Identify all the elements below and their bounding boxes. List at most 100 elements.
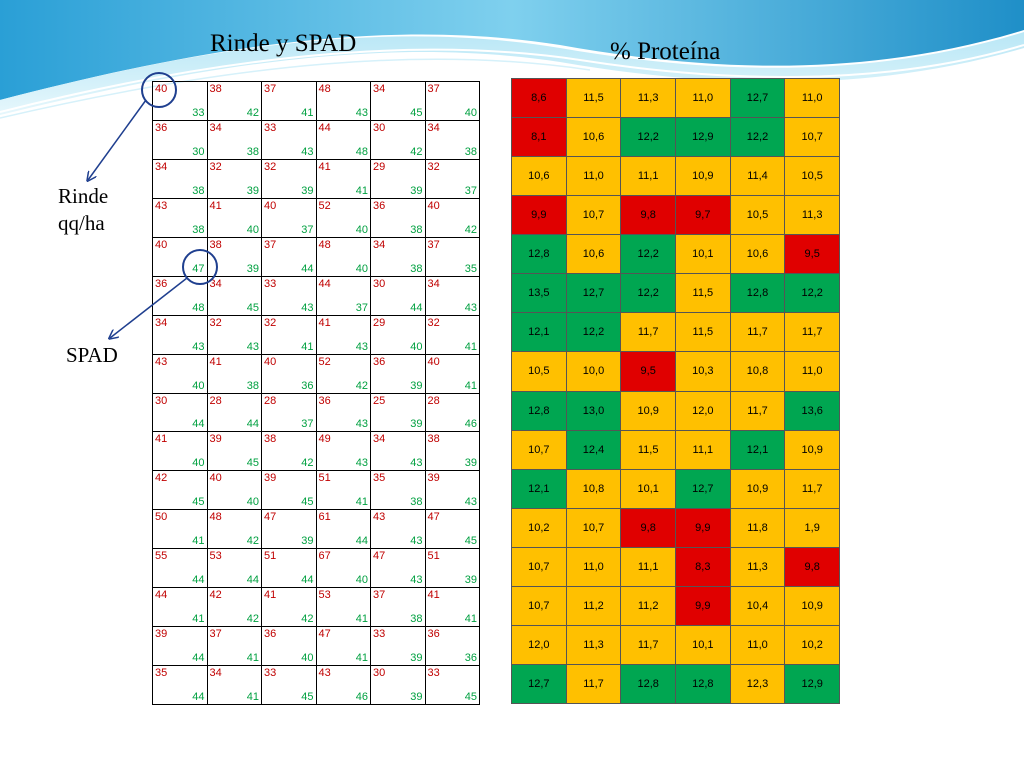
rinde-spad-cell: 51 39: [425, 549, 480, 589]
spad-value: 41: [355, 184, 368, 197]
protein-cell: 12,7: [512, 664, 567, 704]
protein-cell: 10,2: [512, 508, 567, 548]
rinde-spad-cell: 43 43: [371, 510, 426, 550]
rinde-value: 32: [427, 316, 440, 329]
spad-value: 45: [246, 301, 259, 314]
rinde-value: 34: [427, 277, 440, 290]
rinde-spad-cell: 44 48: [316, 120, 371, 160]
rinde-value: 34: [155, 160, 168, 173]
rinde-spad-cell: 34 43: [371, 432, 426, 472]
rinde-value: 53: [318, 589, 331, 602]
protein-cell: 10,2: [785, 625, 840, 665]
rinde-value: 44: [155, 589, 168, 602]
spad-value: 41: [246, 691, 259, 703]
protein-cell: 12,1: [512, 469, 567, 509]
rinde-spad-cell: 36 40: [262, 627, 317, 667]
rinde-spad-cell: 44 41: [153, 588, 208, 628]
rinde-spad-cell: 47 39: [262, 510, 317, 550]
rinde-spad-cell: 52 42: [316, 354, 371, 394]
protein-cell: 9,8: [621, 508, 676, 548]
spad-value: 47: [192, 262, 205, 275]
rinde-value: 32: [264, 160, 277, 173]
rinde-value: 41: [318, 160, 331, 173]
protein-cell: 10,6: [566, 235, 622, 275]
spad-value: 41: [192, 535, 205, 548]
label-rinde: Rinde qq/ha: [58, 183, 108, 237]
rinde-value: 51: [318, 472, 331, 485]
protein-cell: 10,1: [621, 469, 676, 509]
rinde-spad-cell: 40 37: [262, 198, 317, 238]
protein-cell: 10,9: [785, 430, 840, 470]
rinde-spad-cell: 36 30: [153, 120, 208, 160]
rinde-spad-cell: 47 43: [371, 549, 426, 589]
spad-value: 42: [355, 379, 368, 392]
spad-value: 44: [192, 691, 205, 703]
rinde-spad-cell: 32 43: [207, 315, 262, 355]
rinde-value: 34: [373, 433, 386, 446]
protein-cell: 10,9: [785, 586, 840, 626]
spad-value: 39: [410, 379, 423, 392]
rinde-value: 34: [373, 83, 386, 95]
spad-value: 39: [464, 574, 477, 587]
rinde-spad-cell: 35 38: [371, 471, 426, 511]
rinde-value: 36: [318, 394, 331, 407]
rinde-value: 39: [155, 628, 168, 641]
rinde-spad-cell: 28 37: [262, 393, 317, 433]
spad-value: 44: [192, 574, 205, 587]
spad-value: 39: [410, 418, 423, 431]
spad-value: 39: [301, 184, 314, 197]
spad-value: 45: [246, 457, 259, 470]
protein-cell: 11,7: [621, 625, 676, 665]
protein-cell: 13,0: [566, 391, 622, 431]
spad-value: 45: [410, 106, 423, 119]
spad-value: 41: [355, 496, 368, 509]
spad-value: 41: [355, 613, 368, 626]
rinde-spad-table: 40 33 38 42 37 41 48 43 34 45 37 40 36 30 34 38 33 43 44 48…: [152, 81, 480, 705]
rinde-value: 32: [427, 160, 440, 173]
spad-value: 40: [192, 457, 205, 470]
rinde-value: 40: [155, 83, 168, 95]
protein-cell: 10,6: [730, 235, 786, 275]
rinde-value: 38: [209, 238, 222, 251]
spad-value: 44: [410, 301, 423, 314]
rinde-value: 25: [373, 394, 386, 407]
rinde-spad-cell: 34 38: [207, 120, 262, 160]
protein-cell: 11,0: [785, 79, 840, 119]
spad-value: 44: [246, 574, 259, 587]
rinde-spad-cell: 38 42: [262, 432, 317, 472]
rinde-value: 47: [427, 511, 440, 524]
spad-value: 40: [246, 223, 259, 236]
rinde-spad-cell: 33 39: [371, 627, 426, 667]
rinde-spad-cell: 32 41: [425, 315, 480, 355]
spad-value: 43: [301, 301, 314, 314]
rinde-value: 34: [209, 277, 222, 290]
label-rinde-line2: qq/ha: [58, 211, 105, 235]
rinde-spad-cell: 42 45: [153, 471, 208, 511]
rinde-value: 33: [264, 277, 277, 290]
protein-cell: 11,0: [676, 79, 731, 119]
protein-cell: 10,6: [512, 157, 567, 197]
rinde-spad-cell: 67 40: [316, 549, 371, 589]
rinde-spad-cell: 35 44: [153, 666, 208, 705]
spad-value: 40: [192, 379, 205, 392]
protein-cell: 10,9: [730, 469, 786, 509]
spad-value: 41: [246, 652, 259, 665]
protein-cell: 12,8: [676, 664, 731, 704]
rinde-value: 29: [373, 316, 386, 329]
spad-value: 38: [246, 145, 259, 158]
spad-value: 40: [301, 652, 314, 665]
spad-value: 45: [192, 496, 205, 509]
rinde-spad-cell: 38 39: [207, 237, 262, 277]
protein-cell: 10,1: [676, 235, 731, 275]
protein-cell: 12,2: [730, 118, 786, 158]
rinde-spad-cell: 41 38: [207, 354, 262, 394]
rinde-spad-cell: 37 38: [371, 588, 426, 628]
protein-cell: 9,7: [676, 196, 731, 236]
protein-cell: 12,2: [621, 235, 676, 275]
spad-value: 39: [301, 535, 314, 548]
rinde-spad-cell: 61 44: [316, 510, 371, 550]
spad-value: 46: [355, 691, 368, 703]
rinde-spad-cell: 25 39: [371, 393, 426, 433]
rinde-value: 48: [318, 238, 331, 251]
rinde-spad-cell: 34 45: [371, 82, 426, 121]
